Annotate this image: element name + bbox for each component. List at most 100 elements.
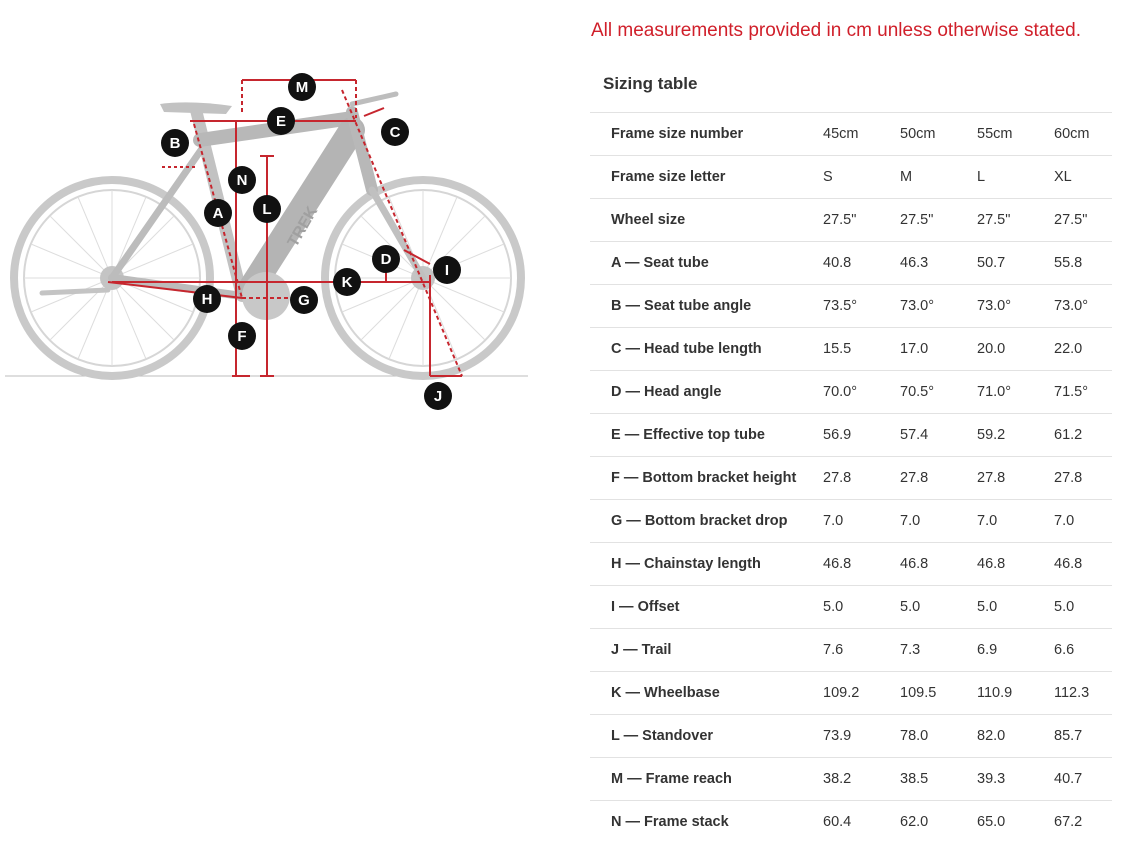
row-label: Wheel size — [611, 212, 686, 228]
table-cell: 50cm — [900, 126, 936, 142]
table-row: N — Frame stack 60.4 62.0 65.0 67.2 — [590, 800, 1112, 844]
table-cell: 73.0° — [977, 298, 1012, 314]
table-row: I — Offset 5.0 5.0 5.0 5.0 — [590, 585, 1112, 629]
table-title: Sizing table — [603, 74, 698, 93]
table-cell: 109.2 — [823, 685, 860, 701]
table-cell: 71.5° — [1054, 384, 1089, 400]
table-cell: 27.5" — [823, 212, 857, 228]
svg-text:I: I — [445, 262, 449, 279]
units-notice: All measurements provided in cm unless o… — [591, 20, 1082, 41]
table-cell: 57.4 — [900, 427, 929, 443]
table-cell: 61.2 — [1054, 427, 1083, 443]
table-cell: 70.5° — [900, 384, 935, 400]
table-cell: 55cm — [977, 126, 1013, 142]
table-cell: 15.5 — [823, 341, 852, 357]
table-cell: 40.7 — [1054, 771, 1083, 787]
table-cell: 7.6 — [823, 642, 844, 658]
table-cell: 112.3 — [1054, 685, 1090, 701]
table-cell: 78.0 — [900, 728, 929, 744]
table-row: Wheel size 27.5" 27.5" 27.5" 27.5" — [590, 198, 1112, 242]
svg-text:G: G — [298, 292, 310, 309]
svg-text:C: C — [390, 124, 401, 141]
table-cell: 59.2 — [977, 427, 1006, 443]
table-cell: 20.0 — [977, 341, 1006, 357]
marker-k: K — [333, 268, 361, 296]
table-row: J — Trail 7.6 7.3 6.9 6.6 — [590, 628, 1112, 672]
marker-b: B — [161, 129, 189, 157]
marker-g: G — [290, 286, 318, 314]
table-cell: 27.8 — [823, 470, 852, 486]
table-row: Frame size letter S M L XL — [590, 155, 1112, 199]
table-cell: 5.0 — [1054, 599, 1075, 615]
table-cell: 46.8 — [823, 556, 852, 572]
marker-d: D — [372, 245, 400, 273]
svg-text:B: B — [170, 135, 181, 152]
table-cell: 46.8 — [1054, 556, 1083, 572]
table-cell: XL — [1054, 169, 1072, 185]
marker-m: M — [288, 73, 316, 101]
table-cell: 46.8 — [977, 556, 1006, 572]
table-cell: 85.7 — [1054, 728, 1083, 744]
row-label: A — Seat tube — [611, 255, 709, 271]
marker-j: J — [424, 382, 452, 410]
marker-n: N — [228, 166, 256, 194]
table-row: E — Effective top tube 56.9 57.4 59.2 61.2 — [590, 413, 1112, 457]
svg-text:E: E — [276, 113, 286, 130]
table-cell: 40.8 — [823, 255, 852, 271]
table-cell: 27.8 — [1054, 470, 1083, 486]
table-row: Frame size number 45cm 50cm 55cm 60cm — [590, 112, 1112, 156]
table-row: A — Seat tube 40.8 46.3 50.7 55.8 — [590, 241, 1112, 285]
table-cell: 67.2 — [1054, 814, 1083, 831]
table-cell: 27.8 — [900, 470, 929, 486]
svg-text:N: N — [237, 172, 248, 189]
row-label: C — Head tube length — [611, 341, 762, 357]
table-cell: 39.3 — [977, 771, 1006, 787]
table-cell: 22.0 — [1054, 341, 1083, 357]
svg-text:A: A — [213, 205, 224, 222]
marker-e: E — [267, 107, 295, 135]
table-cell: 110.9 — [977, 685, 1013, 701]
table-cell: 7.0 — [977, 513, 998, 529]
table-cell: 5.0 — [823, 599, 844, 615]
sizing-table-body: Frame size number 45cm 50cm 55cm 60cm Frame s… — [590, 112, 1112, 844]
table-cell: S — [823, 169, 833, 185]
table-row: F — Bottom bracket height 27.8 27.8 27.8 27.… — [590, 456, 1112, 500]
row-label: Frame size number — [611, 126, 744, 142]
table-cell: 38.5 — [900, 771, 929, 787]
table-row: K — Wheelbase 109.2 109.5 110.9 112.3 — [590, 671, 1112, 715]
table-cell: 6.6 — [1054, 642, 1075, 658]
table-cell: 73.0° — [900, 298, 935, 314]
table-cell: 82.0 — [977, 728, 1006, 744]
table-cell: 6.9 — [977, 642, 998, 658]
table-cell: 7.0 — [823, 513, 844, 529]
table-cell: 65.0 — [977, 814, 1006, 831]
table-cell: 5.0 — [977, 599, 998, 615]
table-row: B — Seat tube angle 73.5° 73.0° 73.0° 73.0° — [590, 284, 1112, 328]
table-cell: 45cm — [823, 126, 859, 142]
table-cell: 73.5° — [823, 298, 858, 314]
table-cell: 109.5 — [900, 685, 937, 701]
table-cell: 7.0 — [900, 513, 921, 529]
svg-text:H: H — [202, 291, 213, 308]
table-row: D — Head angle 70.0° 70.5° 71.0° 71.5° — [590, 370, 1112, 414]
table-cell: 27.5" — [1054, 212, 1088, 228]
row-label: H — Chainstay length — [611, 556, 761, 572]
table-cell: 27.5" — [977, 212, 1011, 228]
row-label: M — Frame reach — [611, 771, 732, 787]
sizing-table: Frame size number 45cm 50cm 55cm 60cm Frame s… — [590, 112, 1112, 844]
table-row: L — Standover 73.9 78.0 82.0 85.7 — [590, 714, 1112, 758]
svg-text:D: D — [381, 251, 392, 268]
table-cell: 73.0° — [1054, 298, 1089, 314]
table-cell: 70.0° — [823, 384, 858, 400]
table-cell: 71.0° — [977, 384, 1012, 400]
row-label: J — Trail — [611, 642, 672, 658]
table-row: G — Bottom bracket drop 7.0 7.0 7.0 7.0 — [590, 499, 1112, 543]
table-cell: 7.0 — [1054, 513, 1075, 529]
svg-text:K: K — [342, 274, 353, 291]
table-cell: M — [900, 169, 913, 185]
svg-text:J: J — [434, 388, 442, 405]
svg-text:L: L — [262, 201, 271, 218]
marker-c: C — [381, 118, 409, 146]
table-cell: 46.8 — [900, 556, 929, 572]
table-row: H — Chainstay length 46.8 46.8 46.8 46.8 — [590, 542, 1112, 586]
